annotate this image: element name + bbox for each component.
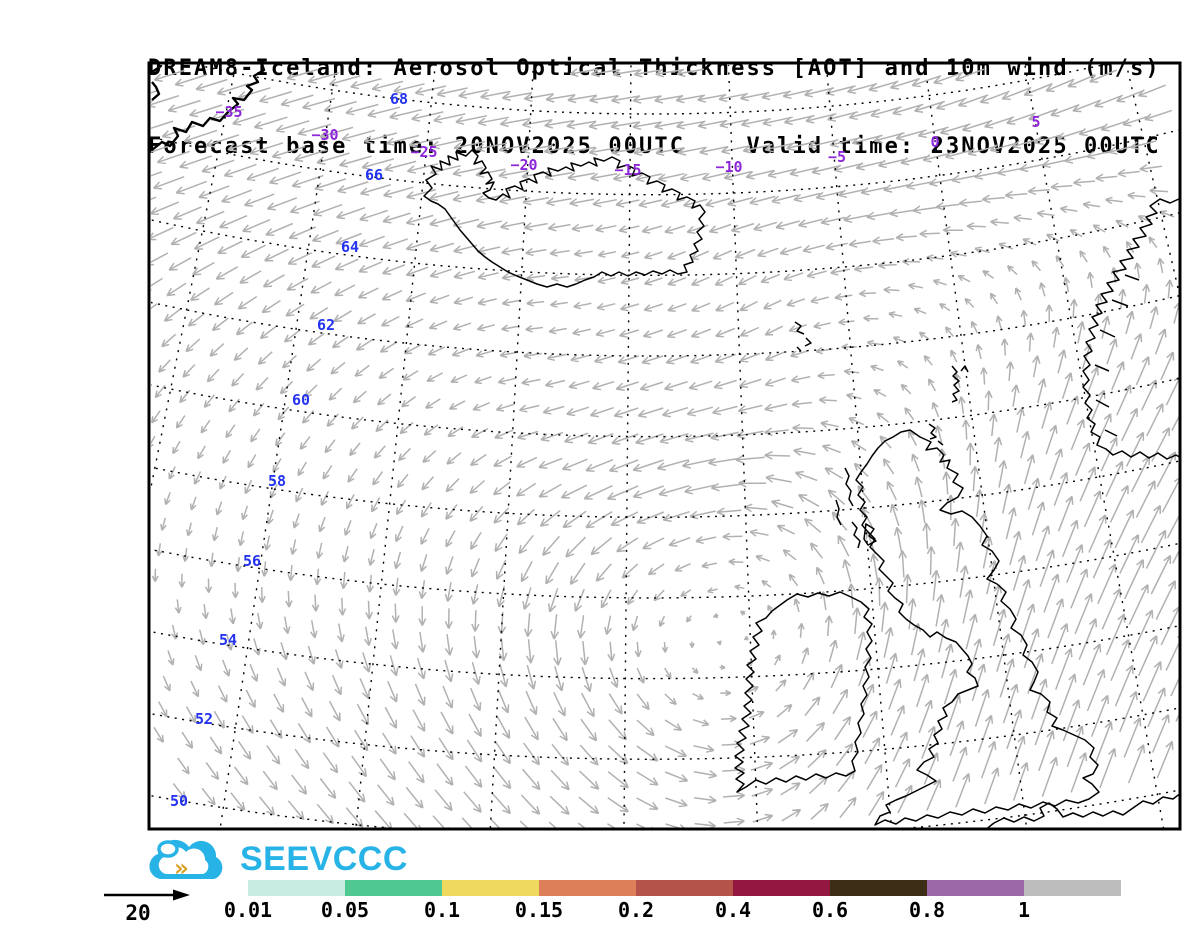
latitude-label: 54 [219,631,237,649]
longitude-label: −35 [215,103,242,121]
latitude-label: 52 [195,710,213,728]
legend-segment [1024,880,1121,896]
longitude-lines [151,65,1179,828]
aot-color-scale: 0.01 0.05 0.1 0.15 0.2 0.4 0.6 0.8 1 [224,880,1121,922]
latitude-label: 64 [341,238,359,256]
longitude-label: −25 [410,143,437,161]
legend-segment [830,880,927,896]
coastline-faroe [794,321,812,352]
legend-segment [927,880,1024,896]
coastline-hebrides [835,467,877,549]
reference-arrow-head [173,889,190,901]
logo-text: SEEVCCC [240,839,408,878]
title-line-1: DREAM8-Iceland: Aerosol Optical Thicknes… [148,56,1161,81]
coastlines [151,65,1179,828]
legend-segment [636,880,733,896]
longitude-label: −20 [510,156,537,174]
latitude-label: 66 [365,166,383,184]
logo-chevrons: » [174,854,188,882]
wind-reference-scale: 20 [104,889,190,925]
latitude-label: 62 [317,316,335,334]
latitude-label: 68 [390,90,408,108]
coastline-orkney [928,423,944,446]
coastline-norway [1082,198,1179,460]
coastline-greenland [151,65,266,151]
reference-speed-label: 20 [125,901,150,925]
latitude-label: 58 [268,472,286,490]
latitude-label: 56 [243,552,261,570]
latitude-label: 60 [292,391,310,409]
title-line-2: Forecast base time: 20NOV2025 00UTC Vali… [148,134,1161,159]
map-frame [147,61,1182,831]
longitude-label: 5 [1031,113,1040,131]
legend-segment [442,880,539,896]
chart-title: DREAM8-Iceland: Aerosol Optical Thicknes… [148,4,1161,212]
color-scale-bar [248,880,1121,896]
coastline-ireland [734,591,873,793]
coastline-france [986,793,1179,828]
legend-value-label: 0.01 [223,898,273,922]
coastline-shetland [951,365,969,403]
legend-value-label: 0.8 [908,898,946,922]
legend-segment [539,880,636,896]
graticule-grid [151,65,1179,828]
legend-segment [248,880,345,896]
latitude-lines [151,65,1179,828]
wind-arrows [151,68,1179,828]
legend-value-label: 0.2 [617,898,655,922]
legend-segment [345,880,442,896]
longitude-label: 0 [930,133,939,151]
coastline-great-britain [855,429,1100,826]
coastline-iceland [423,149,706,288]
legend-value-label: 0.4 [714,898,752,922]
wind-vector-field [151,68,1179,828]
cloud-puff [157,840,179,858]
longitude-label: −30 [311,126,338,144]
longitude-label: −5 [828,148,846,166]
legend-value-label: 0.05 [320,898,370,922]
legend-value-label: 0.6 [811,898,849,922]
longitude-label: −10 [715,158,742,176]
color-scale-labels: 0.01 0.05 0.1 0.15 0.2 0.4 0.6 0.8 1 [224,896,1121,922]
latitude-label: 50 [170,792,188,810]
cloud-logo-icon: » [149,839,223,882]
legend-value-label: 1 [1017,898,1031,922]
longitude-label: −15 [614,161,641,179]
legend-segment [733,880,830,896]
legend-value-label: 0.15 [514,898,564,922]
seevccc-logo: » SEEVCCC [140,834,408,884]
legend-value-label: 0.1 [423,898,461,922]
